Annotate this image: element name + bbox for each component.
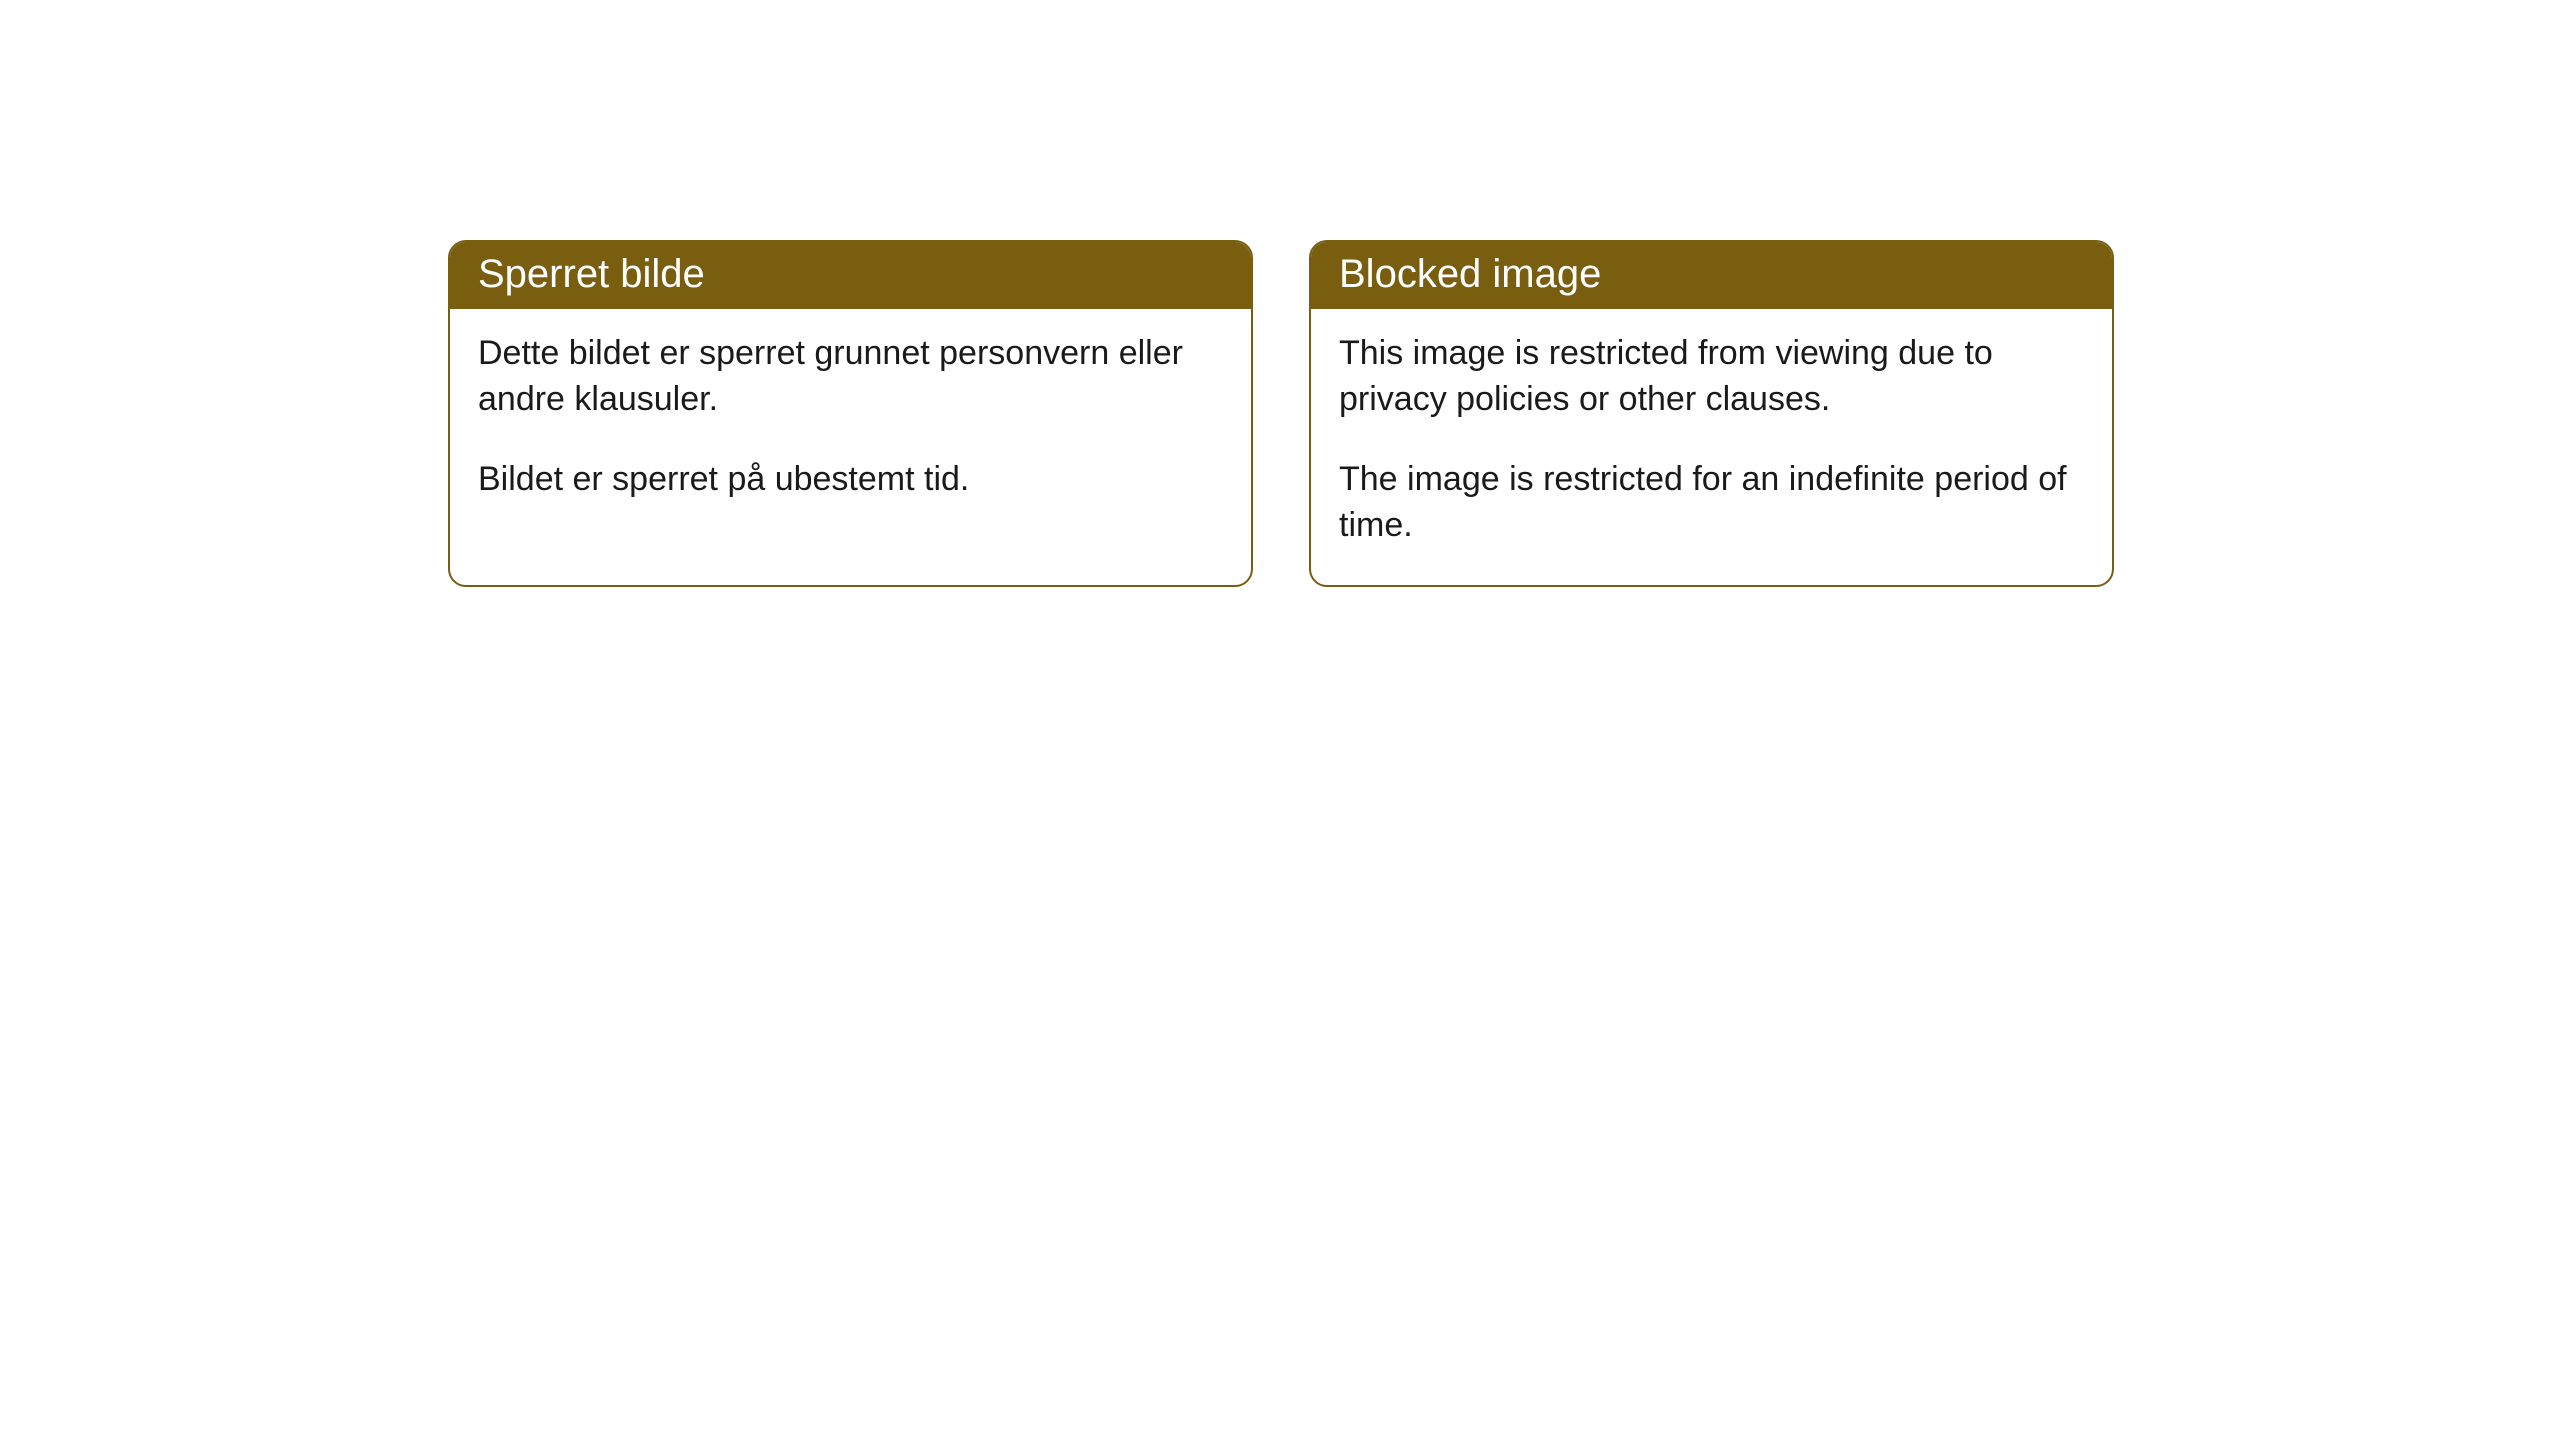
card-header-english: Blocked image <box>1311 242 2112 309</box>
card-text-norwegian-2: Bildet er sperret på ubestemt tid. <box>478 457 1223 503</box>
card-body-norwegian: Dette bildet er sperret grunnet personve… <box>450 309 1251 539</box>
card-body-english: This image is restricted from viewing du… <box>1311 309 2112 585</box>
card-text-english-2: The image is restricted for an indefinit… <box>1339 457 2084 549</box>
card-header-norwegian: Sperret bilde <box>450 242 1251 309</box>
blocked-image-card-norwegian: Sperret bilde Dette bildet er sperret gr… <box>448 240 1253 587</box>
card-text-norwegian-1: Dette bildet er sperret grunnet personve… <box>478 331 1223 423</box>
cards-container: Sperret bilde Dette bildet er sperret gr… <box>448 240 2560 587</box>
card-text-english-1: This image is restricted from viewing du… <box>1339 331 2084 423</box>
blocked-image-card-english: Blocked image This image is restricted f… <box>1309 240 2114 587</box>
